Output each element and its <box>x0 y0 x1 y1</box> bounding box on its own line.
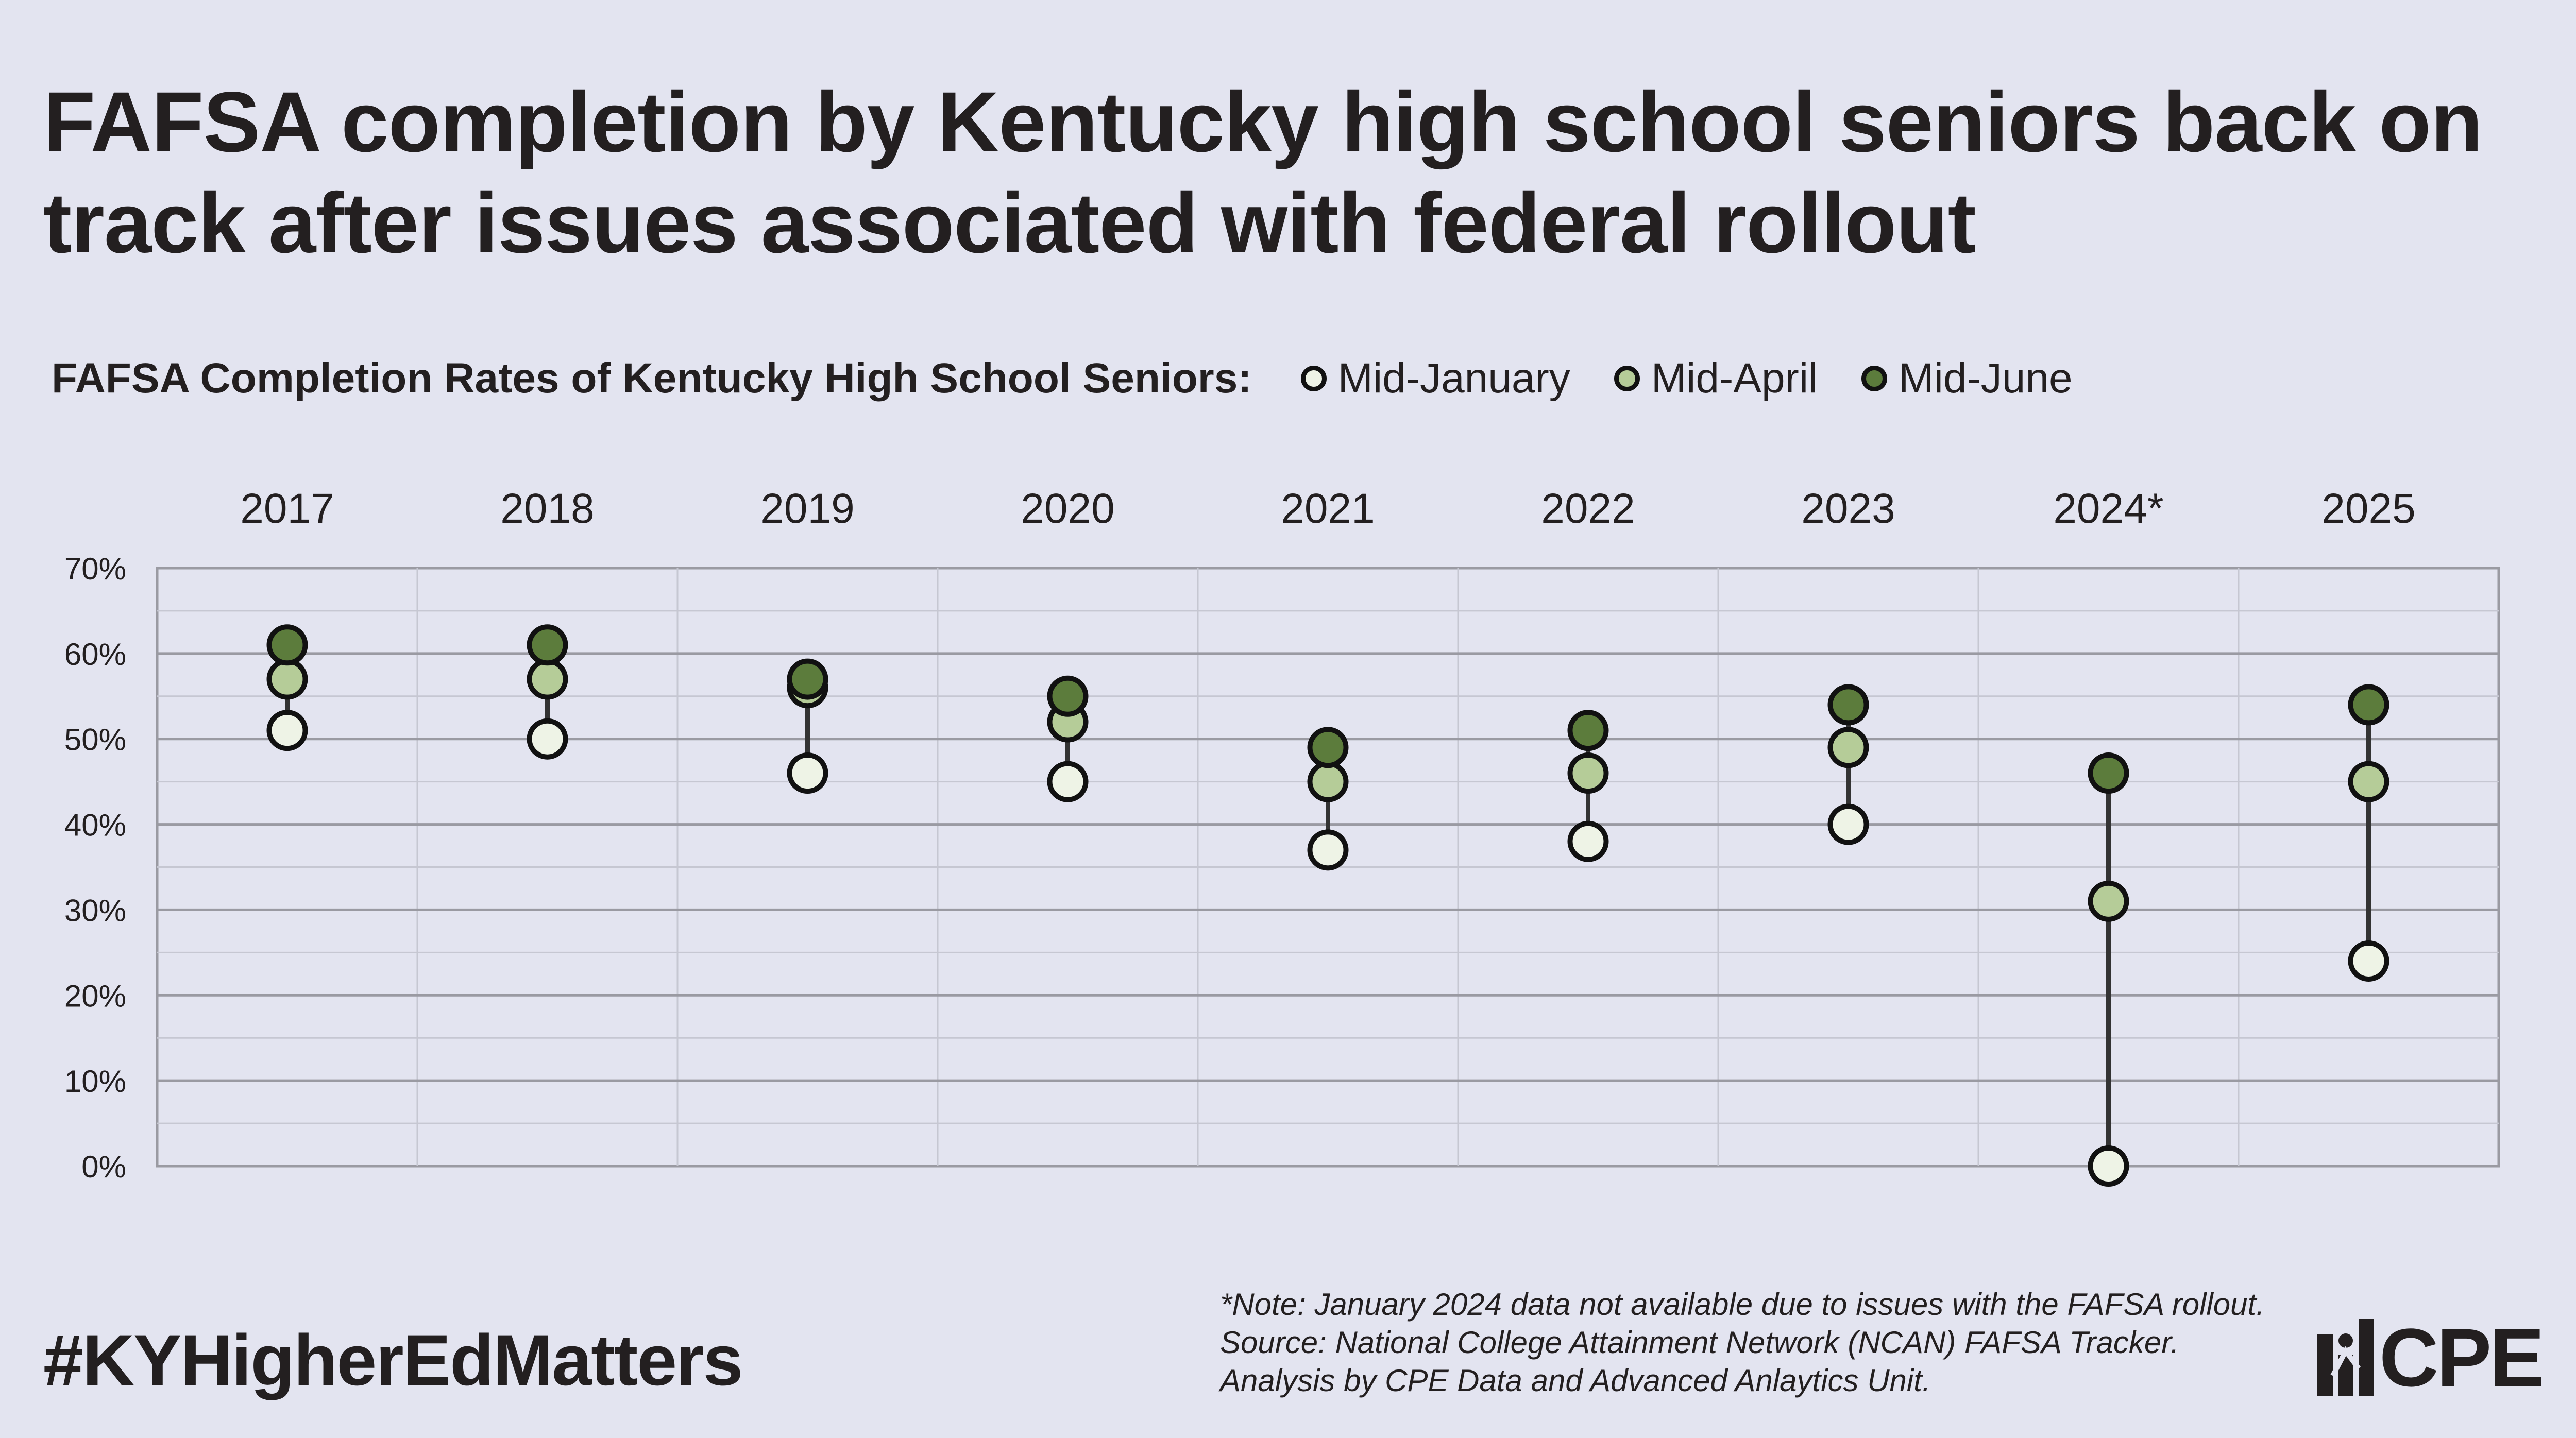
data-point-mid-june <box>2088 752 2129 794</box>
data-point-mid-january <box>2088 1145 2129 1187</box>
data-point-mid-april <box>1307 761 1349 802</box>
data-point-mid-january <box>1827 803 1869 845</box>
data-point-mid-january <box>1307 829 1349 871</box>
y-tick-label: 10% <box>64 1064 126 1099</box>
x-category-label: 2020 <box>1021 485 1114 532</box>
data-point-mid-april <box>1567 752 1609 794</box>
data-point-mid-june <box>1047 675 1089 717</box>
legend-label-mid-april: Mid-April <box>1651 355 1818 402</box>
legend-label-mid-june: Mid-June <box>1899 355 2073 402</box>
data-point-mid-april <box>527 658 568 700</box>
y-tick-label: 40% <box>64 808 126 843</box>
data-point-mid-april <box>266 658 308 700</box>
y-tick-label: 70% <box>64 552 126 586</box>
legend-marker-mid-april <box>1614 366 1640 391</box>
logo-text: CPE <box>2379 1311 2545 1403</box>
y-tick-label: 20% <box>64 979 126 1013</box>
x-category-label: 2018 <box>500 485 594 532</box>
data-point-mid-april <box>2088 880 2129 922</box>
legend-marker-mid-january <box>1300 366 1327 391</box>
data-point-mid-april <box>1827 727 1869 768</box>
x-category-label: 2017 <box>240 485 334 532</box>
x-category-label: 2019 <box>760 485 854 532</box>
y-tick-label: 0% <box>81 1150 126 1184</box>
data-point-mid-june <box>1567 710 1609 751</box>
y-tick-label: 50% <box>64 723 126 757</box>
chart-title: FAFSA completion by Kentucky high school… <box>43 75 2483 271</box>
x-category-label: 2021 <box>1281 485 1375 532</box>
footnote-analysis: Analysis by CPE Data and Advanced Anlayt… <box>1220 1363 1931 1398</box>
data-point-mid-january <box>2348 940 2389 982</box>
data-point-mid-january <box>266 710 308 751</box>
data-point-mid-june <box>1307 727 1349 768</box>
legend-item-mid-june: Mid-June <box>1861 354 2073 403</box>
data-point-mid-january <box>527 718 568 760</box>
x-category-label: 2023 <box>1801 485 1895 532</box>
hashtag: #KYHigherEdMatters <box>43 1320 743 1400</box>
footnote-note: *Note: January 2024 data not available d… <box>1220 1287 2265 1322</box>
legend-item-mid-january: Mid-January <box>1300 354 1570 403</box>
cpe-logo-mark-icon <box>2317 1319 2374 1396</box>
data-point-mid-january <box>1567 820 1609 862</box>
data-point-mid-june <box>2348 684 2389 726</box>
footnotes: *Note: January 2024 data not available d… <box>1220 1286 2265 1400</box>
legend-title: FAFSA Completion Rates of Kentucky High … <box>52 355 1252 402</box>
data-point-mid-june <box>1827 684 1869 726</box>
data-point-mid-april <box>2348 761 2389 802</box>
legend: FAFSA Completion Rates of Kentucky High … <box>52 350 2116 407</box>
x-category-label: 2022 <box>1541 485 1635 532</box>
data-point-mid-january <box>787 752 828 794</box>
x-category-label: 2024* <box>2053 485 2163 532</box>
cpe-logo: CPE <box>2317 1311 2545 1403</box>
y-tick-label: 30% <box>64 893 126 928</box>
footnote-source: Source: National College Attainment Netw… <box>1220 1325 2179 1360</box>
legend-marker-mid-june <box>1861 366 1888 391</box>
legend-item-mid-april: Mid-April <box>1614 354 1818 403</box>
y-tick-label: 60% <box>64 637 126 672</box>
data-point-mid-june <box>266 624 308 666</box>
x-category-label: 2025 <box>2321 485 2415 532</box>
legend-label-mid-january: Mid-January <box>1337 355 1570 402</box>
data-point-mid-june <box>787 658 828 700</box>
data-point-mid-january <box>1047 761 1089 802</box>
data-point-mid-june <box>527 624 568 666</box>
